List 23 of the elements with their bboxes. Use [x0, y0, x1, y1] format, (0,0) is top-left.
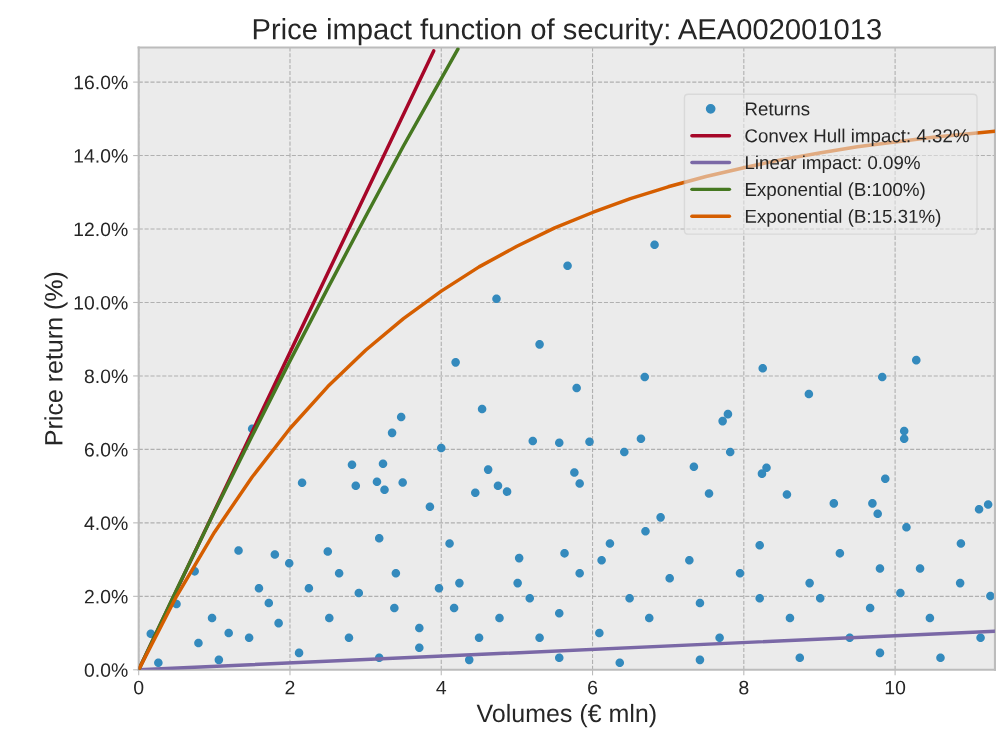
x-tick-label: 6 [588, 680, 598, 695]
y-tick-label: 10.0% [74, 295, 128, 310]
x-axis-title: Volumes (€ mln) [476, 703, 656, 728]
y-tick-label: 0.0% [84, 663, 128, 678]
legend-label: Returns [745, 102, 810, 116]
legend-label: Linear impact: 0.09% [745, 155, 920, 173]
x-tick-label: 4 [436, 680, 447, 695]
x-tick-label: 0 [134, 680, 144, 695]
y-axis-title: Price return (%) [44, 272, 68, 445]
y-tick-label: 16.0% [74, 75, 128, 90]
y-tick-label: 14.0% [74, 149, 128, 163]
x-tick-label: 2 [285, 680, 295, 695]
chart-title: Price impact function of security: AEA002001013 [253, 18, 881, 46]
x-tick-label: 8 [739, 680, 749, 695]
x-tick-label: 10 [885, 680, 906, 695]
legend-label: Exponential (B:15.31%) [745, 209, 941, 227]
y-tick-label: 8.0% [84, 369, 128, 384]
y-tick-label: 4.0% [84, 516, 128, 531]
legend-label: Convex Hull impact: 4.32% [745, 128, 969, 147]
y-tick-label: 12.0% [74, 222, 128, 237]
legend-label: Exponential (B:100%) [745, 182, 925, 200]
y-tick-label: 2.0% [84, 589, 128, 604]
y-tick-label: 6.0% [84, 442, 128, 457]
